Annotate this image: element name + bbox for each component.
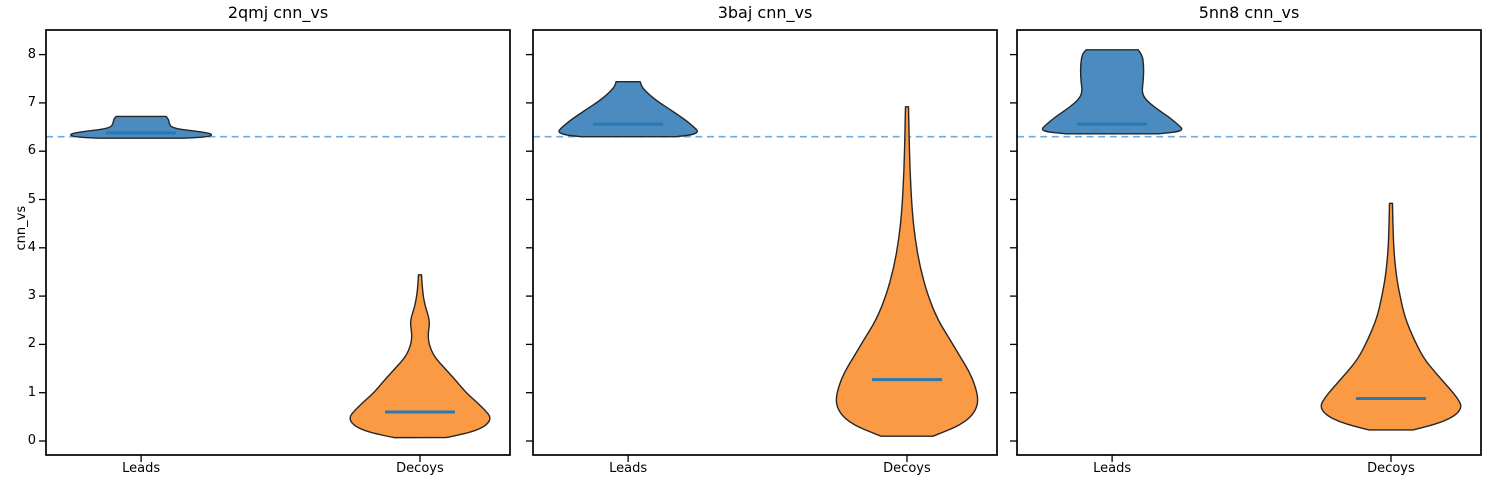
- y-tick-label: 0: [27, 433, 36, 448]
- x-tick-label: Decoys: [1367, 461, 1415, 476]
- x-tick-label: Decoys: [396, 461, 444, 476]
- axes-spines: [45, 29, 511, 456]
- subplot-2qmj: 2qmj cnn_vs: [39, 3, 511, 462]
- subplot-5nn8: 5nn8 cnn_vs: [1010, 3, 1482, 462]
- x-tick-label: Decoys: [883, 461, 931, 476]
- violin-leads: [70, 115, 213, 139]
- subplot-canvas: [1010, 29, 1482, 462]
- violin-leads: [1041, 49, 1183, 135]
- subplot-canvas: [526, 29, 998, 462]
- subplot-title: 3baj cnn_vs: [717, 3, 813, 22]
- axes-spines: [1016, 29, 1482, 456]
- x-tick-label: Leads: [122, 461, 161, 476]
- y-tick-label: 4: [27, 239, 36, 255]
- subplot-title: 5nn8 cnn_vs: [1198, 3, 1300, 22]
- x-tick-label: Leads: [609, 461, 648, 476]
- y-tick-label: 1: [27, 384, 36, 400]
- axes-spines: [532, 29, 998, 456]
- y-tick-label: 8: [27, 46, 36, 62]
- y-tick-label: 3: [27, 288, 36, 304]
- violin-decoys: [349, 274, 491, 439]
- y-tick-label: 6: [27, 143, 36, 159]
- subplot-3baj: 3baj cnn_vs: [526, 3, 998, 462]
- y-tick-label: 7: [27, 94, 36, 110]
- subplot-title: 2qmj cnn_vs: [227, 3, 329, 22]
- y-tick-label: 2: [27, 336, 36, 352]
- y-tick-label: 5: [27, 191, 36, 207]
- violin-decoys: [1320, 202, 1462, 431]
- violin-leads: [558, 80, 698, 138]
- violin-decoys: [835, 106, 979, 437]
- x-tick-label: Leads: [1093, 461, 1132, 476]
- subplot-canvas: [39, 29, 511, 462]
